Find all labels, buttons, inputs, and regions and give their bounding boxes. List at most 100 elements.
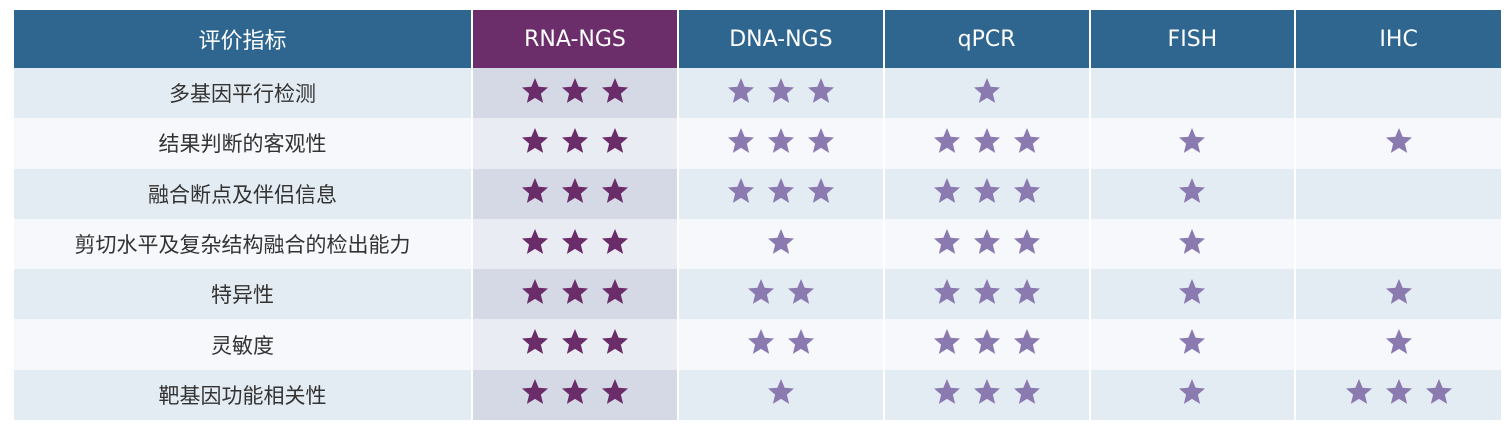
- star-icon: [1012, 377, 1042, 407]
- header-dna-ngs: DNA-NGS: [678, 10, 885, 68]
- star-rating: [972, 76, 1002, 106]
- rating-cell-rna-ngs: [472, 369, 679, 421]
- star-icon: [520, 377, 550, 407]
- star-rating: [932, 377, 1042, 407]
- star-icon: [972, 377, 1002, 407]
- rating-cell-dna-ngs: [678, 319, 885, 370]
- rating-cell-rna-ngs: [472, 68, 679, 119]
- star-rating: [520, 327, 630, 357]
- star-icon: [932, 277, 962, 307]
- table-row: 剪切水平及复杂结构融合的检出能力: [14, 218, 1501, 270]
- metric-label: 多基因平行检测: [14, 68, 473, 119]
- star-icon: [560, 327, 590, 357]
- rating-cell-fish: [1089, 269, 1297, 320]
- star-icon: [726, 76, 756, 106]
- star-rating: [1177, 227, 1207, 257]
- rating-cell-ihc: [1295, 369, 1501, 421]
- rating-cell-ihc: [1295, 269, 1501, 320]
- header-metric: 评价指标: [14, 10, 473, 68]
- star-icon: [932, 377, 962, 407]
- rating-cell-fish: [1089, 319, 1297, 370]
- star-icon: [932, 126, 962, 156]
- rating-cell-fish: [1089, 369, 1297, 421]
- star-icon: [972, 227, 1002, 257]
- star-rating: [520, 227, 630, 257]
- star-icon: [806, 76, 836, 106]
- star-icon: [560, 227, 590, 257]
- star-icon: [520, 227, 550, 257]
- rating-cell-qpcr: [883, 369, 1091, 421]
- star-rating: [1384, 126, 1414, 156]
- star-rating: [1177, 126, 1207, 156]
- star-icon: [520, 176, 550, 206]
- star-icon: [726, 176, 756, 206]
- star-icon: [1012, 176, 1042, 206]
- rating-cell-dna-ngs: [678, 168, 885, 219]
- star-icon: [1177, 227, 1207, 257]
- rating-cell-qpcr: [883, 269, 1091, 320]
- star-icon: [806, 176, 836, 206]
- star-icon: [1384, 277, 1414, 307]
- star-rating: [520, 277, 630, 307]
- star-icon: [520, 126, 550, 156]
- star-icon: [932, 327, 962, 357]
- comparison-table-container: 评价指标 RNA-NGS DNA-NGS qPCR FISH IHC 多基因平行…: [14, 10, 1501, 421]
- star-rating: [1177, 277, 1207, 307]
- metric-label: 剪切水平及复杂结构融合的检出能力: [14, 218, 473, 270]
- star-icon: [746, 277, 776, 307]
- star-icon: [1177, 377, 1207, 407]
- star-rating: [1177, 327, 1207, 357]
- star-icon: [560, 76, 590, 106]
- rating-cell-ihc: [1295, 168, 1501, 219]
- rating-cell-qpcr: [883, 319, 1091, 370]
- star-icon: [972, 277, 1002, 307]
- table-body: 多基因平行检测 结果判断的客观性 融合断点及伴侣信息 剪切水平及复杂结构融合的检出能力…: [14, 68, 1501, 421]
- header-fish: FISH: [1089, 10, 1297, 68]
- rating-cell-dna-ngs: [678, 269, 885, 320]
- rating-cell-ihc: [1295, 218, 1501, 270]
- star-icon: [726, 126, 756, 156]
- star-icon: [972, 176, 1002, 206]
- star-rating: [932, 227, 1042, 257]
- star-icon: [1177, 327, 1207, 357]
- star-icon: [766, 377, 796, 407]
- star-rating: [1384, 277, 1414, 307]
- star-icon: [520, 277, 550, 307]
- table-row: 融合断点及伴侣信息: [14, 168, 1501, 219]
- star-icon: [972, 126, 1002, 156]
- metric-label: 结果判断的客观性: [14, 118, 473, 169]
- rating-cell-rna-ngs: [472, 319, 679, 370]
- rating-cell-rna-ngs: [472, 118, 679, 169]
- rating-cell-qpcr: [883, 218, 1091, 270]
- star-icon: [1177, 277, 1207, 307]
- table-row: 特异性: [14, 269, 1501, 320]
- star-icon: [746, 327, 776, 357]
- metric-label: 融合断点及伴侣信息: [14, 168, 473, 219]
- star-icon: [600, 327, 630, 357]
- metric-label: 灵敏度: [14, 319, 473, 370]
- star-icon: [766, 176, 796, 206]
- star-icon: [1177, 126, 1207, 156]
- star-icon: [932, 176, 962, 206]
- star-icon: [932, 227, 962, 257]
- star-icon: [560, 377, 590, 407]
- star-rating: [726, 176, 836, 206]
- star-icon: [1012, 277, 1042, 307]
- star-icon: [600, 76, 630, 106]
- rating-cell-ihc: [1295, 319, 1501, 370]
- star-icon: [1012, 227, 1042, 257]
- star-rating: [932, 277, 1042, 307]
- rating-cell-dna-ngs: [678, 369, 885, 421]
- metric-label: 特异性: [14, 269, 473, 320]
- star-icon: [600, 277, 630, 307]
- rating-cell-qpcr: [883, 118, 1091, 169]
- star-rating: [746, 327, 816, 357]
- rating-cell-qpcr: [883, 168, 1091, 219]
- star-icon: [1424, 377, 1454, 407]
- star-icon: [1012, 126, 1042, 156]
- star-icon: [560, 126, 590, 156]
- star-icon: [1012, 327, 1042, 357]
- header-row: 评价指标 RNA-NGS DNA-NGS qPCR FISH IHC: [14, 10, 1501, 68]
- star-rating: [1384, 327, 1414, 357]
- rating-cell-rna-ngs: [472, 269, 679, 320]
